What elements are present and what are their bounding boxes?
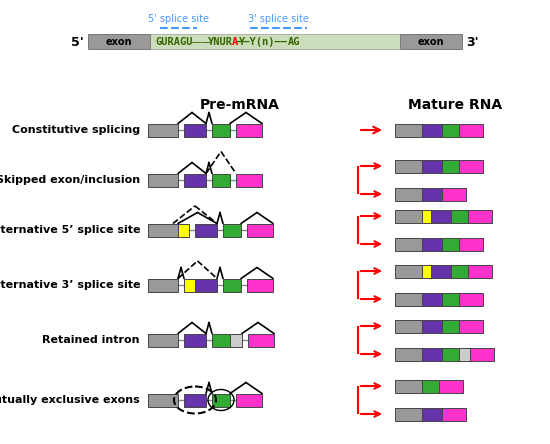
Bar [442, 293, 459, 305]
Bar [395, 320, 422, 333]
Text: Mature RNA: Mature RNA [408, 98, 502, 112]
Bar [195, 223, 217, 237]
Bar [442, 238, 459, 250]
Bar [442, 159, 459, 173]
Bar [395, 159, 422, 173]
Bar [395, 238, 422, 250]
Text: Constitutive splicing: Constitutive splicing [12, 125, 140, 135]
Bar [422, 210, 431, 222]
Text: A: A [232, 37, 238, 47]
Bar [184, 278, 195, 292]
Bar [400, 35, 462, 49]
Bar [148, 123, 178, 136]
Bar [184, 333, 206, 346]
Bar [148, 223, 178, 237]
Text: Retained intron: Retained intron [42, 335, 140, 345]
Bar [395, 265, 422, 278]
Text: ——: —— [191, 37, 213, 47]
Bar [459, 293, 483, 305]
Bar [395, 210, 422, 222]
Text: GURAGU: GURAGU [155, 37, 192, 47]
Bar [212, 123, 230, 136]
Text: Alternative 5’ splice site: Alternative 5’ splice site [0, 225, 140, 235]
Bar [395, 187, 422, 201]
Bar [395, 293, 422, 305]
Bar [422, 293, 442, 305]
Text: Alternative 3’ splice site: Alternative 3’ splice site [0, 280, 140, 290]
Text: AG: AG [288, 37, 300, 47]
Bar [212, 333, 230, 346]
Text: 5': 5' [72, 36, 84, 48]
Bar [395, 408, 422, 420]
Bar [178, 223, 189, 237]
Text: Skipped exon/inclusion: Skipped exon/inclusion [0, 175, 140, 185]
Bar [148, 174, 178, 186]
Bar [247, 223, 273, 237]
Bar [195, 278, 217, 292]
Bar [442, 348, 459, 361]
Bar [422, 320, 442, 333]
Bar [248, 333, 274, 346]
Bar [148, 393, 178, 407]
Bar [236, 174, 262, 186]
Text: 3' splice site: 3' splice site [248, 13, 309, 24]
Bar [442, 320, 459, 333]
Bar [442, 408, 466, 420]
Text: YNUR: YNUR [207, 37, 233, 47]
Bar [230, 333, 242, 346]
Text: 5' splice site: 5' splice site [148, 13, 209, 24]
Bar [395, 123, 422, 136]
Bar [431, 265, 451, 278]
Bar [236, 393, 262, 407]
Bar [148, 333, 178, 346]
Text: exon: exon [106, 37, 132, 47]
Text: 3': 3' [466, 36, 478, 48]
Bar [422, 408, 442, 420]
Bar [422, 265, 431, 278]
Text: Pre-mRNA: Pre-mRNA [200, 98, 280, 112]
Bar [422, 380, 439, 392]
Bar [468, 210, 492, 222]
Bar [223, 223, 241, 237]
Bar [212, 393, 230, 407]
Bar [451, 265, 468, 278]
Text: Y: Y [239, 37, 245, 47]
Bar [236, 123, 262, 136]
Bar [395, 348, 422, 361]
Bar [459, 348, 470, 361]
Text: ——Y(n)——: ——Y(n)—— [237, 37, 287, 47]
Bar [459, 159, 483, 173]
Bar [459, 238, 483, 250]
Bar [459, 123, 483, 136]
Bar [247, 278, 273, 292]
Bar [468, 265, 492, 278]
Text: exon: exon [418, 37, 444, 47]
Bar [442, 123, 459, 136]
Bar [439, 380, 463, 392]
Bar [470, 348, 494, 361]
Bar [422, 159, 442, 173]
Bar [422, 348, 442, 361]
Text: Mutually exclusive exons: Mutually exclusive exons [0, 395, 140, 405]
Bar [184, 393, 206, 407]
Bar [184, 174, 206, 186]
Bar [422, 123, 442, 136]
Bar [184, 123, 206, 136]
Bar [422, 238, 442, 250]
Bar [422, 187, 442, 201]
Bar [88, 35, 150, 49]
Bar [442, 187, 466, 201]
Bar [148, 278, 178, 292]
Bar [451, 210, 468, 222]
Bar [223, 278, 241, 292]
Bar [212, 174, 230, 186]
Bar [88, 35, 462, 49]
Bar [395, 380, 422, 392]
Bar [459, 320, 483, 333]
Bar [431, 210, 451, 222]
